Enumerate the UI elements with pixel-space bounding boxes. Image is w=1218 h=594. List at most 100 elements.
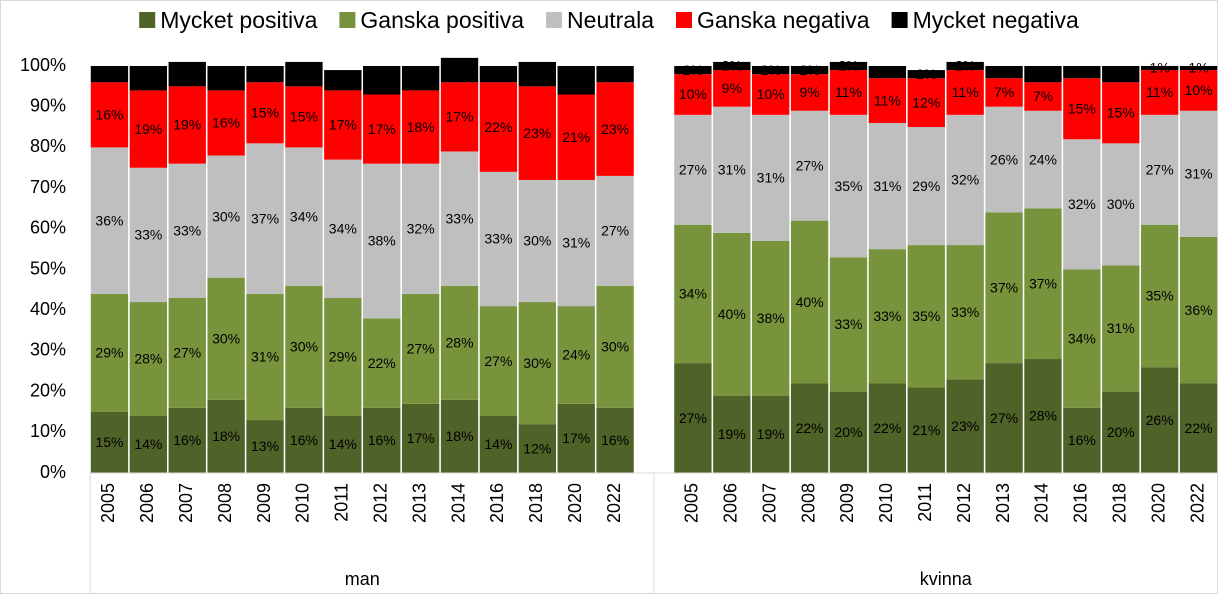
x-tick-label: 2008	[798, 483, 818, 523]
data-label: 40%	[718, 306, 746, 322]
data-label: 20%	[834, 424, 862, 440]
data-label: 16%	[1068, 432, 1096, 448]
bar-segment	[829, 70, 868, 115]
bar-segment	[868, 383, 907, 473]
bar-segment	[90, 82, 129, 148]
y-tick-label: 30%	[30, 340, 66, 360]
bar-segment	[946, 61, 984, 71]
x-tick-label: 2008	[215, 483, 235, 523]
data-label: 18%	[407, 119, 435, 135]
data-label: 6%	[138, 70, 158, 86]
legend-label: Mycket negativa	[913, 7, 1079, 33]
data-label: 11%	[1146, 84, 1173, 100]
x-tick-label: 2016	[487, 483, 507, 523]
data-label: 3%	[1072, 64, 1092, 80]
bar-segment	[401, 293, 440, 404]
bar-segment	[790, 383, 829, 473]
x-tick-label: 2010	[293, 483, 313, 523]
data-label: 18%	[446, 428, 474, 444]
data-label: 4%	[255, 66, 275, 82]
bar-segment	[829, 61, 868, 71]
data-label: 35%	[912, 308, 940, 324]
data-label: 13%	[251, 438, 279, 454]
bar-segment	[479, 416, 518, 473]
data-label: 35%	[834, 178, 862, 194]
data-label: 27%	[1146, 161, 1174, 177]
bar-segment	[557, 306, 595, 404]
y-tick-label: 40%	[30, 299, 66, 319]
bar-segment	[907, 245, 945, 388]
data-label: 6%	[449, 62, 469, 78]
data-label: 12%	[912, 94, 940, 110]
bar-segment	[557, 94, 595, 180]
bar-segment	[790, 220, 829, 384]
bar-segment	[363, 407, 401, 473]
bar-segment	[1179, 383, 1218, 473]
bar-segment	[1102, 66, 1140, 83]
bar-segment	[285, 407, 323, 473]
data-label: 34%	[329, 221, 357, 237]
bar-segment	[401, 403, 440, 473]
data-label: 14%	[134, 436, 162, 452]
data-label: 11%	[835, 84, 862, 100]
data-label: 11%	[952, 84, 979, 100]
data-label: 24%	[1029, 151, 1057, 167]
bar-segment	[752, 241, 790, 396]
bar-segment	[324, 90, 362, 160]
data-label: 23%	[951, 418, 979, 434]
data-label: 31%	[718, 161, 746, 177]
bar-segment	[168, 86, 206, 164]
data-label: 7%	[566, 72, 586, 88]
data-label: 27%	[173, 345, 201, 361]
data-label: 12%	[523, 440, 551, 456]
x-tick-label: 2016	[1071, 483, 1091, 523]
data-label: 14%	[484, 436, 512, 452]
data-label: 3%	[877, 64, 897, 80]
data-label: 30%	[523, 355, 551, 371]
bar-segment	[907, 70, 945, 79]
bar-segment	[946, 70, 984, 115]
group-label: man	[345, 569, 380, 589]
legend-label: Ganska positiva	[360, 7, 524, 33]
data-label: 19%	[173, 117, 201, 133]
data-label: 37%	[990, 280, 1018, 296]
data-label: 27%	[796, 157, 824, 173]
data-label: 2%	[838, 58, 858, 74]
data-label: 38%	[757, 310, 785, 326]
data-label: 31%	[1185, 166, 1213, 182]
bar-segment	[829, 257, 868, 392]
bar-segment	[596, 82, 634, 176]
legend-swatch	[891, 12, 908, 28]
data-label: 16%	[173, 432, 201, 448]
x-tick-label: 2014	[1032, 483, 1052, 523]
data-label: 14%	[329, 436, 357, 452]
data-label: 30%	[601, 339, 629, 355]
data-label: 9%	[722, 80, 742, 96]
data-label: 4%	[1111, 66, 1131, 82]
data-label: 33%	[834, 316, 862, 332]
bar-segment	[674, 74, 712, 115]
x-tick-label: 2006	[137, 483, 157, 523]
y-tick-label: 20%	[30, 380, 66, 400]
data-label: 27%	[484, 353, 512, 369]
data-label: 17%	[368, 121, 396, 137]
data-label: 10%	[679, 86, 707, 102]
bar-segment	[168, 61, 206, 87]
x-tick-label: 2005	[98, 483, 118, 523]
bar-segment	[440, 285, 479, 400]
data-label: 32%	[407, 221, 435, 237]
legend-swatch	[339, 12, 356, 28]
bar-segment	[518, 61, 556, 87]
bar-segment	[790, 110, 829, 221]
bar-segment	[1102, 143, 1140, 266]
data-label: 9%	[799, 84, 819, 100]
bar-segment	[246, 143, 284, 294]
bar-segment	[129, 416, 168, 473]
data-label: 16%	[601, 432, 629, 448]
bar-segment	[363, 66, 401, 95]
y-tick-label: 60%	[30, 218, 66, 238]
x-tick-label: 2007	[759, 483, 779, 523]
legend-swatch	[546, 12, 563, 28]
bar-segment	[246, 420, 284, 473]
